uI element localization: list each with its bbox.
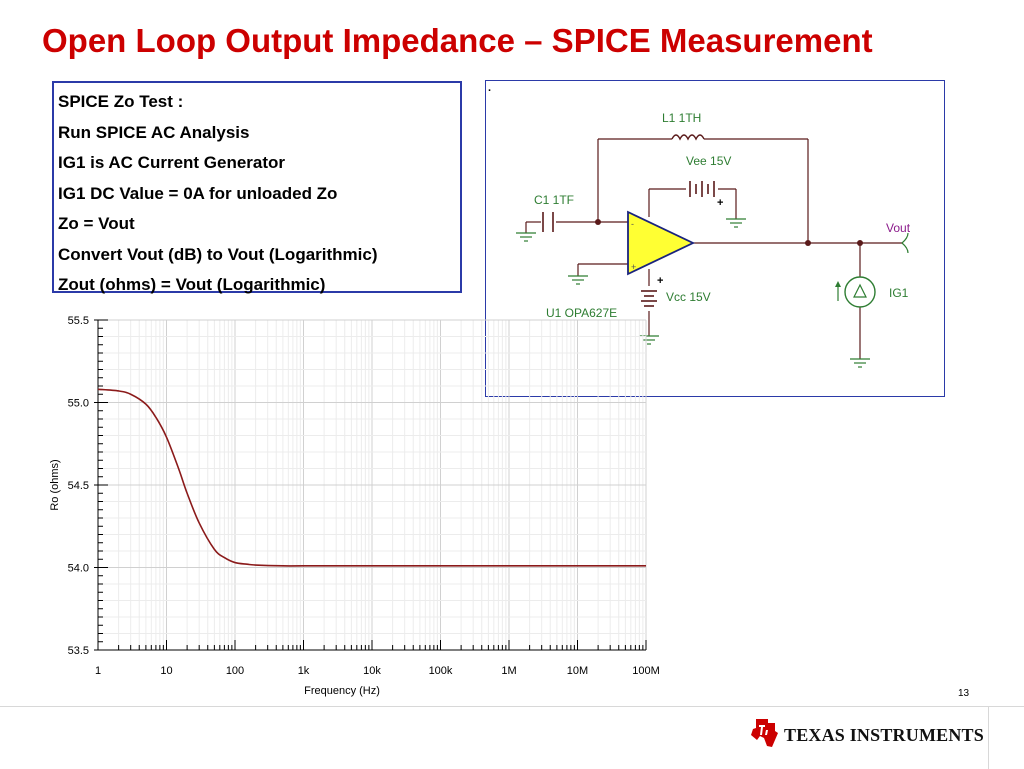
battery-vcc-symbol — [641, 290, 657, 307]
ground-icon — [516, 218, 870, 368]
plus-mark: + — [631, 262, 636, 272]
series-line — [97, 388, 646, 567]
minus-mark: - — [631, 219, 634, 229]
capacitor-symbol — [542, 212, 554, 232]
slide-title: Open Loop Output Impedance – SPICE Measu… — [42, 22, 873, 59]
ti-logo-icon — [751, 719, 778, 747]
arrow-up-icon — [835, 281, 841, 301]
opamp-pin-marks: - + — [631, 219, 636, 272]
schematic-wires — [525, 134, 902, 359]
y-tick-label: 54.0 — [68, 563, 89, 575]
chart-svg: 1 10 100 1k 10k 100k 1M 10M 100M 53.5 54.0 54.5 55.0… — [49, 315, 660, 697]
x-tick-label: 10k — [363, 665, 381, 677]
note-line: IG1 DC Value = 0A for unloaded Zo — [58, 183, 338, 203]
y-tick-label: 53.5 — [68, 645, 89, 657]
junction-dots — [595, 219, 863, 246]
note-line: IG1 is AC Current Generator — [58, 153, 286, 172]
schematic-panel: L1 1TH Vee 15V C1 1TF Vout IG1 Vcc 15V U… — [485, 80, 945, 397]
current-source-icon — [844, 276, 876, 308]
note-line: SPICE Zo Test : — [58, 92, 184, 111]
dot-mark: . — [488, 82, 491, 94]
plus-mark: + — [657, 275, 663, 287]
polarity-marks: + + . — [488, 82, 723, 287]
footer-frame — [0, 707, 989, 769]
x-tick-label: 100k — [429, 665, 453, 677]
u1-label: U1 OPA627E — [546, 306, 617, 320]
x-tick-label: 100M — [632, 665, 660, 677]
notes-box: SPICE Zo Test : Run SPICE AC Analysis IG… — [52, 81, 462, 294]
x-tick-label: 1M — [501, 665, 516, 677]
schematic-diagram: L1 1TH Vee 15V C1 1TF Vout IG1 Vcc 15V U… — [488, 82, 911, 368]
vee-label: Vee 15V — [686, 154, 731, 168]
note-line: Run SPICE AC Analysis — [58, 122, 250, 142]
output-terminal-icon — [901, 232, 909, 254]
ti-logo: TEXAS INSTRUMENTS — [748, 716, 988, 752]
c1-label: C1 1TF — [534, 193, 574, 207]
schematic-labels: L1 1TH Vee 15V C1 1TF Vout IG1 Vcc 15V U… — [534, 111, 911, 320]
vcc-label: Vcc 15V — [666, 290, 711, 304]
note-line: Zout (ohms) = Vout (Logarithmic) — [58, 275, 326, 294]
x-tick-label: 100 — [226, 665, 244, 677]
x-tick-label: 1 — [95, 665, 101, 677]
ig1-label: IG1 — [889, 286, 909, 300]
note-line: Convert Vout (dB) to Vout (Logarithmic) — [58, 244, 378, 264]
ti-logo-text: TEXAS INSTRUMENTS — [784, 725, 984, 745]
vout-label: Vout — [886, 221, 911, 235]
y-tick-label: 55.0 — [68, 398, 89, 410]
x-axis-label: Frequency (Hz) — [304, 685, 380, 697]
impedance-chart: 1 10 100 1k 10k 100k 1M 10M 100M 53.5 54.0 54.5 55.0… — [0, 300, 690, 710]
plus-mark: + — [717, 197, 723, 209]
x-tick-label: 1k — [298, 665, 310, 677]
x-tick-label: 10M — [567, 665, 588, 677]
x-tick-label: 10 — [160, 665, 172, 677]
page-number: 13 — [958, 688, 970, 699]
note-line: Zo = Vout — [58, 214, 135, 233]
opamp-symbol — [627, 210, 696, 276]
y-axis-label: Ro (ohms) — [49, 459, 61, 510]
footer — [0, 706, 1024, 769]
y-tick-label: 54.5 — [68, 480, 89, 492]
y-tick-label: 55.5 — [68, 315, 89, 327]
triangle-icon — [853, 283, 867, 298]
battery-vee-symbol — [689, 181, 715, 197]
l1-label: L1 1TH — [662, 111, 701, 125]
